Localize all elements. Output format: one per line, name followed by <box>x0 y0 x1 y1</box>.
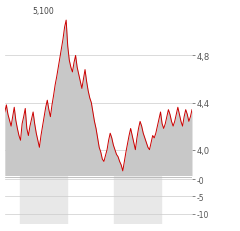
Bar <box>114 176 161 224</box>
Bar <box>20 176 67 224</box>
Text: 3,820: 3,820 <box>125 181 147 190</box>
Text: 5,100: 5,100 <box>32 7 54 16</box>
